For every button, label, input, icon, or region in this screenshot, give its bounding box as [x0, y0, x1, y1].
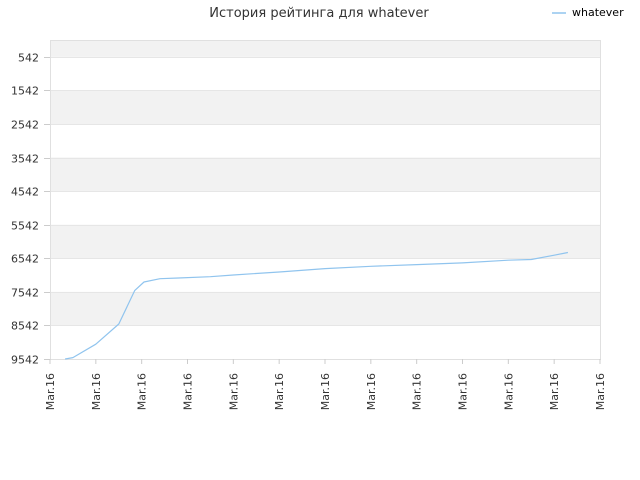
- x-tick-label: Mar.16: [411, 373, 424, 410]
- x-tick-label: Mar.16: [273, 373, 286, 410]
- background-bands: [50, 40, 600, 326]
- x-tick-label: Mar.16: [365, 373, 378, 410]
- x-tick-label: Mar.16: [44, 373, 57, 410]
- x-axis-ticks: Mar.16 Mar.16 Mar.16 Mar.16 Mar.16 Mar.16 Mar.…: [44, 359, 607, 410]
- y-tick-label: 4542: [11, 186, 39, 199]
- x-tick-label: Mar.16: [319, 373, 332, 410]
- grid-band: [50, 224, 600, 259]
- y-tick-label: 1542: [11, 85, 39, 98]
- y-tick-label: 2542: [11, 119, 39, 132]
- y-tick-label: 5542: [11, 220, 39, 233]
- x-tick-label: Mar.16: [548, 373, 561, 410]
- y-tick-label: 9542: [11, 354, 39, 367]
- x-tick-label: Mar.16: [227, 373, 240, 410]
- y-tick-label: 6542: [11, 253, 39, 266]
- grid-band: [50, 40, 600, 57]
- legend-label: whatever: [572, 6, 624, 19]
- y-axis-ticks: 542 1542 2542 3542 4542 5542 6542 7542 8542 9542: [11, 52, 50, 367]
- y-tick-label: 8542: [11, 320, 39, 333]
- y-tick-label: 542: [18, 52, 39, 65]
- chart-title: История рейтинга для whatever: [209, 6, 429, 21]
- x-tick-label: Mar.16: [182, 373, 195, 410]
- series-line: [64, 251, 569, 360]
- series-layer: [64, 251, 569, 360]
- grid-band: [50, 90, 600, 124]
- y-tick-label: 3542: [11, 153, 39, 166]
- x-tick-label: Mar.16: [457, 373, 470, 410]
- x-tick-label: Mar.16: [502, 373, 515, 410]
- x-tick-label: Mar.16: [90, 373, 103, 410]
- legend: whatever: [552, 6, 624, 19]
- x-tick-label: Mar.16: [136, 373, 149, 410]
- x-tick-label: Mar.16: [594, 373, 607, 410]
- y-tick-label: 7542: [11, 287, 39, 300]
- grid-band: [50, 291, 600, 326]
- grid-band: [50, 157, 600, 192]
